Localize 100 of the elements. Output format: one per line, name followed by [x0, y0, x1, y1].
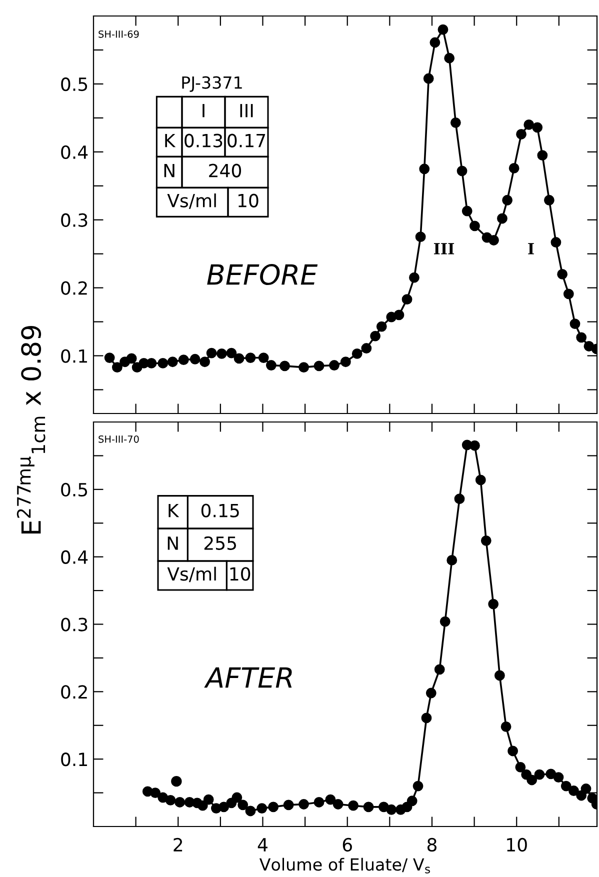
annotation: 255	[204, 536, 236, 550]
y-axis-title: E$^{277mμ}$$_{1cm}$ x 0.89	[16, 326, 46, 534]
point	[444, 52, 455, 64]
y-tick-label: 0.1	[61, 349, 87, 363]
annotation: 10	[230, 567, 250, 581]
x-tick-label: 2	[174, 838, 182, 852]
annotation: 240	[209, 164, 242, 178]
annotation: Vs/ml	[167, 193, 216, 209]
point	[415, 232, 426, 242]
point	[412, 780, 424, 792]
point	[526, 774, 538, 786]
point	[234, 353, 244, 364]
point	[298, 799, 309, 810]
point	[568, 786, 579, 796]
point	[190, 354, 200, 364]
point	[363, 802, 374, 812]
point	[560, 780, 572, 792]
point	[226, 348, 237, 358]
point	[421, 712, 432, 724]
point	[394, 310, 404, 320]
point	[475, 474, 486, 486]
annotation: III	[240, 104, 253, 118]
point	[332, 799, 344, 810]
y-tick-label: 0.3	[61, 213, 88, 227]
y-tick-label: 0.2	[61, 685, 87, 699]
point	[298, 362, 309, 373]
point	[200, 356, 210, 368]
point	[497, 213, 508, 224]
point	[329, 360, 340, 370]
point	[470, 220, 480, 232]
point	[232, 792, 242, 803]
point	[206, 348, 217, 358]
point	[370, 330, 380, 342]
x-tick-label: 6	[342, 838, 352, 852]
annotation: K	[165, 134, 176, 148]
annotation: BEFORE	[207, 264, 318, 286]
point	[197, 800, 208, 811]
point	[450, 117, 461, 128]
point	[216, 348, 227, 359]
point	[174, 797, 186, 808]
point	[544, 194, 554, 206]
point	[532, 122, 543, 133]
point	[325, 794, 336, 805]
point	[454, 494, 465, 504]
annotation: SH-III-69	[98, 30, 139, 38]
annotation: 0.15	[201, 504, 239, 518]
point	[557, 268, 568, 280]
x-tick-label: 10	[507, 838, 527, 852]
point	[553, 772, 564, 782]
point	[546, 768, 556, 780]
annotation: N	[168, 536, 178, 550]
y-tick-label: 0.5	[61, 482, 88, 497]
point	[203, 794, 214, 805]
y-tick-label: 0.1	[61, 752, 87, 766]
annotation: Vs/ml	[167, 566, 216, 582]
point	[508, 162, 520, 174]
point	[446, 554, 458, 566]
annotation: 0.13	[184, 134, 222, 148]
point	[434, 664, 445, 675]
annotation: I	[202, 104, 204, 118]
point	[245, 352, 256, 363]
annotation: III	[434, 243, 454, 254]
point	[340, 356, 351, 368]
point	[386, 804, 397, 815]
point	[280, 360, 290, 372]
x-tick-label: 8	[427, 838, 436, 852]
y-tick-label: 0.3	[61, 618, 88, 632]
point	[158, 358, 168, 368]
point	[150, 788, 160, 798]
point	[440, 616, 450, 627]
point	[218, 802, 230, 812]
annotation: N	[164, 164, 174, 178]
point	[283, 800, 294, 810]
point	[488, 235, 499, 246]
y-tick-label: 0.5	[61, 77, 88, 92]
y-tick-label: 0.4	[61, 145, 88, 160]
annotation: 10	[238, 194, 258, 208]
point	[500, 722, 512, 732]
point	[146, 358, 157, 368]
point	[314, 797, 324, 808]
annotation: SH-III-70	[98, 435, 139, 443]
point	[580, 784, 592, 794]
point	[508, 746, 518, 756]
point	[563, 288, 574, 300]
y-tick-label: 0.4	[61, 550, 88, 564]
point	[376, 321, 387, 332]
x-axis-title: Volume of Eluate/ V$_{s}$	[259, 858, 430, 874]
point	[268, 802, 279, 812]
point	[171, 776, 182, 787]
point	[256, 803, 268, 814]
point	[245, 806, 256, 816]
point	[494, 670, 505, 681]
point	[112, 362, 122, 373]
point	[402, 294, 412, 305]
point	[165, 795, 176, 806]
point	[480, 535, 492, 546]
point	[266, 360, 276, 370]
y-tick-label: 0.2	[61, 281, 87, 295]
annotation: 0.17	[228, 134, 266, 148]
point	[348, 800, 358, 811]
